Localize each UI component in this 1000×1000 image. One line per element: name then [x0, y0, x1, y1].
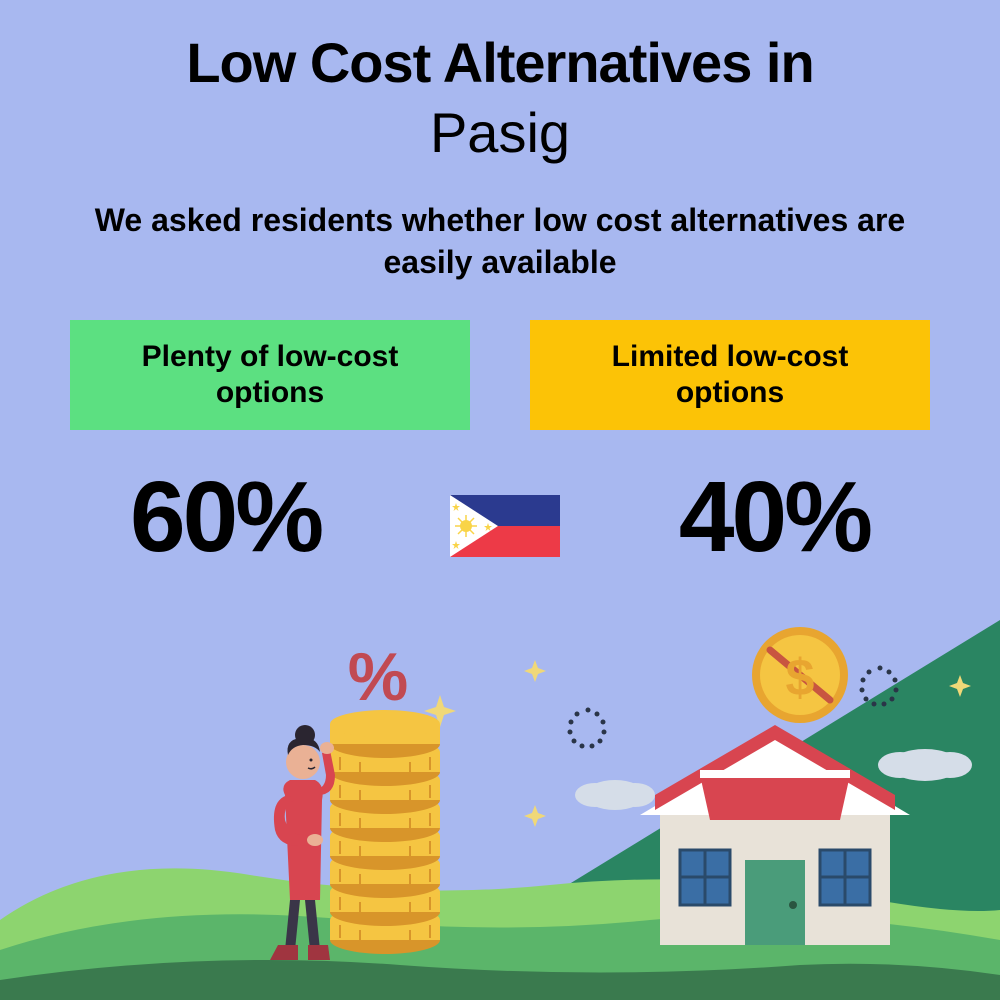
percent-icon: % — [348, 639, 408, 715]
subtitle-text: We asked residents whether low cost alte… — [50, 200, 950, 283]
cloud-icon — [878, 749, 972, 781]
option-label-plenty: Plenty of low-cost options — [110, 339, 430, 411]
philippines-flag-icon — [450, 495, 560, 557]
percent-value-plenty: 60% — [130, 460, 321, 575]
dollar-coin-icon: $ — [752, 627, 848, 723]
percent-value-limited: 40% — [679, 460, 870, 575]
title-line-2: Pasig — [0, 100, 1000, 165]
sparkle-dots — [568, 708, 607, 749]
infographic-container: Low Cost Alternatives in Pasig We asked … — [0, 0, 1000, 1000]
option-box-plenty: Plenty of low-cost options — [70, 320, 470, 430]
svg-text:%: % — [348, 639, 408, 715]
svg-text:$: $ — [786, 649, 815, 707]
cloud-icon — [575, 780, 655, 810]
option-label-limited: Limited low-cost options — [570, 339, 890, 411]
coin-stack-icon — [330, 710, 440, 954]
option-box-limited: Limited low-cost options — [530, 320, 930, 430]
illustration-scene: $ — [0, 620, 1000, 1000]
title-line-1: Low Cost Alternatives in — [0, 30, 1000, 95]
